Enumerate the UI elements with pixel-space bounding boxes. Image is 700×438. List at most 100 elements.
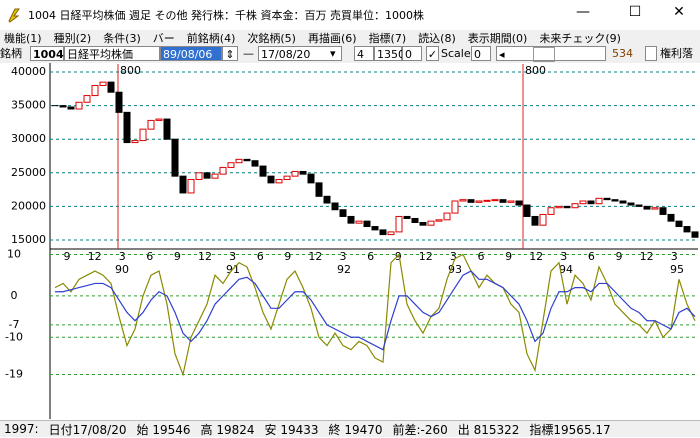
- x-year-label: 92: [337, 263, 351, 276]
- candle: [467, 199, 475, 203]
- candle: [291, 170, 299, 177]
- candle: [507, 200, 515, 203]
- title-bar: 1004 日経平均株価 週足 その他 発行株：千株 資本金：百万 売買単位：10…: [0, 0, 700, 30]
- y-tick-label: 0: [11, 289, 18, 302]
- x-tick-label: 6: [257, 250, 264, 263]
- menu-item[interactable]: 種別(2): [53, 32, 92, 45]
- maximize-button[interactable]: ☐: [628, 4, 642, 20]
- menu-item[interactable]: 表示期間(0): [467, 32, 528, 45]
- scale-checkbox[interactable]: ✓: [426, 46, 439, 61]
- candle: [243, 158, 251, 162]
- candle: [275, 179, 283, 184]
- candle: [307, 173, 315, 184]
- candle: [123, 111, 131, 144]
- candle: [387, 231, 395, 236]
- x-tick-label: 3: [119, 250, 126, 263]
- y-tick-label: 35000: [11, 99, 46, 112]
- menu-item[interactable]: 読込(8): [418, 32, 456, 45]
- x-tick-label: 12: [308, 250, 322, 263]
- candle: [155, 118, 163, 121]
- status-field: 前差:-260: [392, 422, 448, 437]
- status-field: 終 19470: [328, 422, 383, 437]
- period-scrollbar[interactable]: ◂: [496, 46, 606, 62]
- candle: [619, 200, 627, 204]
- candle: [491, 199, 499, 202]
- candle: [643, 205, 651, 210]
- candle: [443, 212, 451, 221]
- status-field: 指標19565.17: [529, 422, 611, 437]
- minimize-button[interactable]: —: [576, 4, 590, 20]
- candle: [539, 213, 547, 226]
- candle: [131, 140, 139, 144]
- x-tick-label: 3: [229, 250, 236, 263]
- candle: [75, 101, 83, 110]
- app-icon: [8, 8, 20, 23]
- x-tick-label: 3: [671, 250, 678, 263]
- code-field[interactable]: 1004: [30, 46, 64, 61]
- status-bar: 1997: 日付17/08/20 始 19546 高 19824 安 19433 終 19…: [0, 420, 700, 437]
- candle: [675, 220, 683, 228]
- candle: [627, 202, 635, 206]
- candle: [211, 173, 219, 179]
- menu-item[interactable]: 機能(1): [4, 32, 42, 45]
- start-date-field[interactable]: 89/08/06: [160, 46, 222, 61]
- end-date-dropdown[interactable]: ▾: [330, 47, 336, 60]
- candle: [91, 84, 99, 97]
- candle: [379, 229, 387, 236]
- y-tick-label: -19: [5, 368, 23, 381]
- candle: [683, 226, 691, 233]
- candle: [571, 203, 579, 209]
- candle: [115, 91, 123, 113]
- candle: [251, 160, 259, 167]
- y-tick-label: 25000: [11, 166, 46, 179]
- candle: [667, 213, 675, 222]
- candle: [195, 172, 203, 181]
- x-tick-label: 9: [505, 250, 512, 263]
- x-tick-label: 6: [146, 250, 153, 263]
- indicator-line: [55, 270, 696, 351]
- field-1[interactable]: 4: [354, 46, 374, 61]
- candle: [499, 199, 507, 203]
- menu-item[interactable]: 再描画(6): [307, 32, 357, 45]
- candle: [67, 106, 75, 110]
- candle: [315, 182, 323, 197]
- symbol-label: 銘柄: [0, 47, 22, 60]
- menu-item[interactable]: 未来チェック(9): [539, 32, 621, 45]
- x-year-label: 94: [559, 263, 573, 276]
- menu-item[interactable]: バー: [152, 32, 175, 45]
- candle: [483, 199, 491, 202]
- marker-label: 800: [120, 64, 141, 77]
- candle: [235, 158, 243, 164]
- menu-item[interactable]: 指標(7): [368, 32, 407, 45]
- x-tick-label: 12: [640, 250, 654, 263]
- status-field: 1997:: [4, 422, 39, 436]
- candle: [419, 221, 427, 226]
- menu-item[interactable]: 次銘柄(5): [247, 32, 296, 45]
- candle: [435, 219, 443, 222]
- candle: [179, 175, 187, 194]
- y-tick-label: 30000: [11, 132, 46, 145]
- scale-value-field[interactable]: 0: [471, 46, 491, 61]
- candle: [203, 172, 211, 179]
- end-date-field[interactable]: 17/08/20: [258, 46, 342, 61]
- name-field[interactable]: 日経平均株価: [64, 46, 160, 61]
- close-button[interactable]: ✕: [673, 4, 685, 20]
- candle: [611, 199, 619, 202]
- field-2[interactable]: 1350: [374, 46, 405, 61]
- menu-item[interactable]: 条件(3): [103, 32, 141, 45]
- menu-item[interactable]: 前銘柄(4): [186, 32, 236, 45]
- option-checkbox[interactable]: [645, 46, 657, 61]
- scale-label: Scale: [441, 47, 471, 60]
- y-tick-label: 15000: [11, 233, 46, 246]
- candle: [603, 197, 611, 201]
- y-tick-label: -10: [5, 330, 23, 343]
- x-tick-label: 9: [616, 250, 623, 263]
- x-year-label: 90: [115, 263, 129, 276]
- start-date-spin[interactable]: ⇕: [222, 46, 238, 61]
- menu-bar: 機能(1) 種別(2) 条件(3) バー 前銘柄(4) 次銘柄(5) 再描画(6) 指標(7)…: [0, 30, 700, 45]
- x-tick-label: 3: [560, 250, 567, 263]
- candle: [139, 128, 147, 142]
- x-tick-label: 9: [284, 250, 291, 263]
- field-3[interactable]: 0: [402, 46, 422, 61]
